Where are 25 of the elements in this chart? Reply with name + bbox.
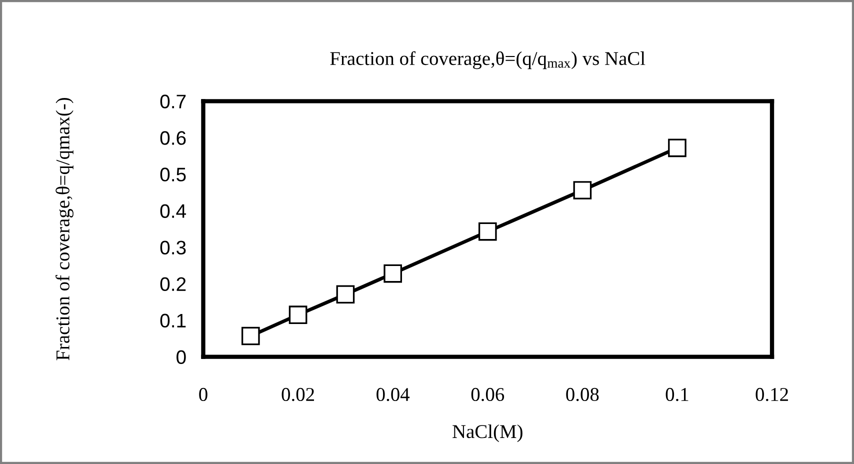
y-tick-label: 0.7 [160, 94, 186, 108]
y-tick-label: 0.1 [160, 314, 186, 328]
x-axis-title: NaCl(M) [452, 424, 522, 442]
point [384, 264, 402, 283]
point [668, 138, 686, 158]
point [573, 181, 592, 200]
x-tick-label: 0.06 [471, 388, 504, 402]
x-tick-label: 0 [199, 388, 208, 402]
y-tick-label: 0.2 [160, 277, 186, 292]
y-tick-label: 0.3 [160, 240, 186, 254]
y-tick-label: 0.6 [160, 131, 186, 145]
x-tick-label: 0.08 [566, 388, 599, 402]
y-tick-label: 0.4 [160, 204, 186, 218]
point [336, 285, 355, 304]
y-axis-title: Fraction of coverage,θ=q/qmax(-) [56, 98, 74, 360]
chart-title: Fraction of coverage,θ=(q/q$_{max}$) vs NaCl [330, 51, 646, 70]
y-tick-label: 0.5 [160, 168, 186, 182]
x-tick-label: 0.12 [756, 388, 788, 402]
point [478, 222, 497, 241]
x-tick-label: 0.1 [666, 388, 688, 402]
y-tick-label: 0 [176, 350, 186, 364]
x-tick-label: 0.02 [282, 388, 314, 402]
x-tick-label: 0.04 [376, 388, 410, 402]
point [241, 326, 260, 346]
point [288, 306, 308, 324]
